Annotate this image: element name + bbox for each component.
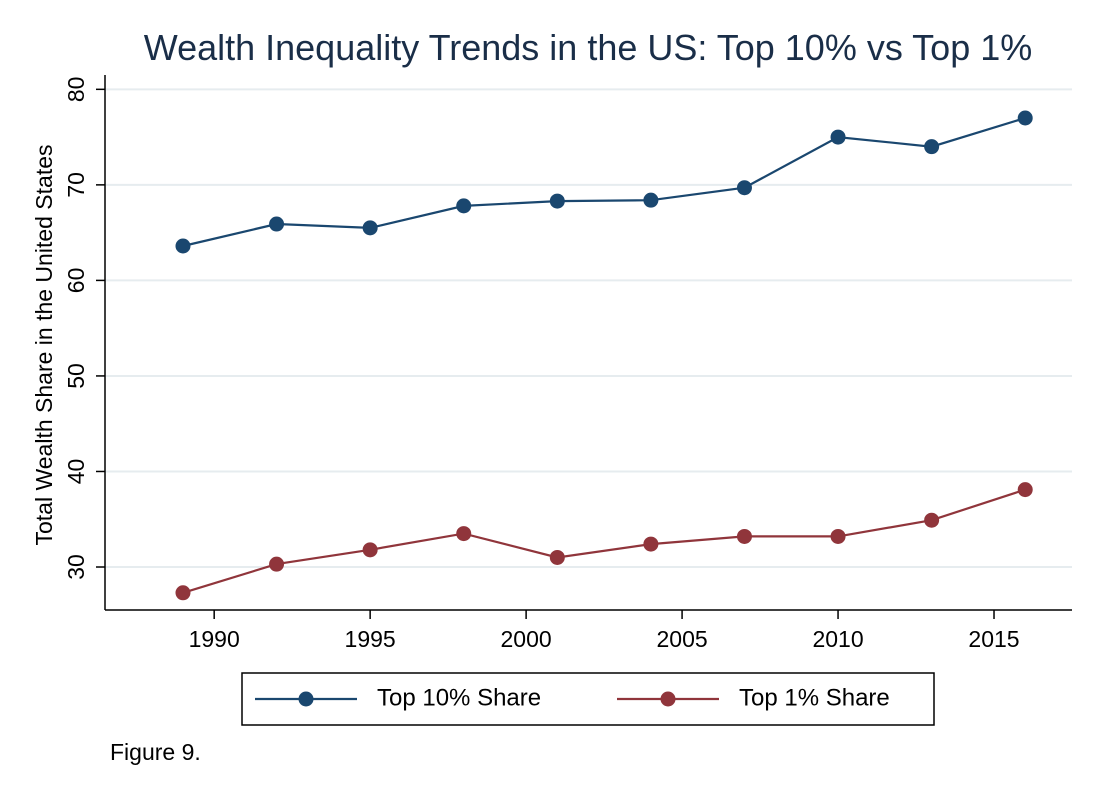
data-point-0-2001: [549, 193, 565, 209]
series-lines: [175, 110, 1033, 601]
legend-marker-1: [660, 691, 676, 707]
data-point-1-1995: [362, 542, 378, 558]
series-1: [175, 482, 1033, 601]
y-axis-label: Total Wealth Share in the United States: [31, 144, 57, 545]
gridlines: [105, 88, 1072, 569]
data-point-1-2007: [736, 528, 752, 544]
series-line-0: [182, 116, 1026, 248]
y-tick-label-70: 70: [63, 172, 89, 198]
data-point-1-1989: [175, 585, 191, 601]
x-tick-label-2000: 2000: [501, 626, 552, 652]
data-point-0-2007: [736, 180, 752, 196]
x-tick-label-2010: 2010: [812, 626, 863, 652]
y-tick-label-80: 80: [63, 77, 89, 103]
data-point-1-2010: [830, 528, 846, 544]
legend-label-1: Top 1% Share: [739, 684, 890, 711]
chart-title: Wealth Inequality Trends in the US: Top …: [144, 27, 1033, 68]
legend: Top 10% Share Top 1% Share: [241, 672, 935, 726]
data-point-0-2010: [830, 129, 846, 145]
x-tick-label-1995: 1995: [345, 626, 396, 652]
figure-caption: Figure 9.: [110, 739, 201, 765]
data-point-0-1989: [175, 238, 191, 254]
x-tick-label-2015: 2015: [968, 626, 1019, 652]
y-tick-label-40: 40: [63, 459, 89, 485]
series-line-1: [182, 488, 1026, 594]
x-tick-label-1990: 1990: [189, 626, 240, 652]
data-point-0-2013: [924, 139, 940, 155]
data-point-1-2013: [924, 512, 940, 528]
x-tick-label-2005: 2005: [656, 626, 707, 652]
y-tick-label-30: 30: [63, 554, 89, 580]
data-point-1-2004: [643, 536, 659, 552]
data-point-0-1995: [362, 220, 378, 236]
data-point-1-1998: [456, 526, 472, 542]
legend-box: [241, 672, 935, 726]
y-tick-label-50: 50: [63, 363, 89, 389]
series-0: [175, 110, 1033, 254]
legend-marker-0: [298, 691, 314, 707]
legend-label-0: Top 10% Share: [377, 684, 541, 711]
data-point-0-1992: [269, 216, 285, 232]
data-point-1-2001: [549, 549, 565, 565]
data-point-1-1992: [269, 556, 285, 572]
data-point-1-2016: [1017, 482, 1033, 498]
data-point-0-1998: [456, 198, 472, 214]
axes: 30 40 50 60 70 80 1990 1995 2000 2005 2010 2015: [63, 75, 1072, 652]
data-point-0-2016: [1017, 110, 1033, 126]
data-point-0-2004: [643, 192, 659, 208]
y-tick-label-60: 60: [63, 268, 89, 294]
